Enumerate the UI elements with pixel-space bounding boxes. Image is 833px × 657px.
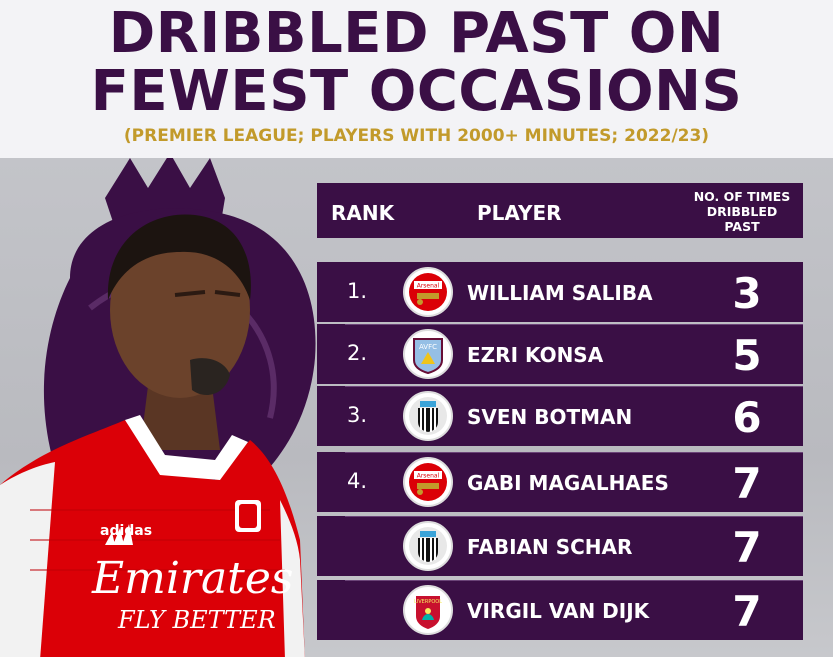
table-row: 3. SVEN BOTMAN 6 <box>317 386 803 446</box>
page-title-line-2: FEWEST OCCASIONS <box>90 59 743 124</box>
table-row: 2. AVFC EZRI KONSA 5 <box>317 324 803 384</box>
svg-text:Arsenal: Arsenal <box>417 283 440 290</box>
row-player-name: WILLIAM SALIBA <box>467 281 653 305</box>
column-header-player: PLAYER <box>477 201 562 225</box>
row-rank: 2. <box>347 341 368 365</box>
newcastle-crest-icon <box>403 521 453 571</box>
row-rank: 3. <box>347 403 368 427</box>
svg-text:Arsenal: Arsenal <box>417 473 440 480</box>
table-row: 4. Arsenal GABI MAGALHAES 7 <box>317 452 803 512</box>
row-divider <box>345 324 803 325</box>
row-divider <box>345 516 803 517</box>
row-player-name: GABI MAGALHAES <box>467 471 669 495</box>
table-header: RANK PLAYER NO. OF TIMES DRIBBLED PAST <box>317 183 803 238</box>
page-title-line-1: DRIBBLED PAST ON <box>108 1 725 66</box>
svg-text:LIVERPOOL: LIVERPOOL <box>414 599 442 605</box>
header: DRIBBLED PAST ON FEWEST OCCASIONS (PREMI… <box>0 0 833 158</box>
column-header-rank: RANK <box>331 201 395 225</box>
column-header-times-dribbled-past: NO. OF TIMES DRIBBLED PAST <box>693 189 791 234</box>
player-photo <box>0 214 305 657</box>
row-count: 5 <box>732 331 762 380</box>
svg-text:AVFC: AVFC <box>419 343 437 351</box>
row-rank: 1. <box>347 279 368 303</box>
row-rank: 4. <box>347 469 368 493</box>
table-row: FABIAN SCHAR 7 <box>317 516 803 576</box>
newcastle-crest-icon <box>403 391 453 441</box>
arsenal-crest-icon: Arsenal <box>403 457 453 507</box>
row-divider <box>345 452 803 453</box>
table-row: LIVERPOOL VIRGIL VAN DIJK 7 <box>317 580 803 640</box>
shirt-sponsor-text: Emirates <box>92 553 294 604</box>
aston-villa-crest-icon: AVFC <box>403 329 453 379</box>
shirt-sponsor-tagline: FLY BETTER <box>118 606 276 634</box>
row-count: 7 <box>732 523 762 572</box>
arsenal-crest-icon: Arsenal <box>403 267 453 317</box>
row-count: 6 <box>732 393 762 442</box>
row-count: 7 <box>732 459 762 508</box>
row-player-name: EZRI KONSA <box>467 343 604 367</box>
row-count: 7 <box>732 587 762 636</box>
row-player-name: VIRGIL VAN DIJK <box>467 599 650 623</box>
shirt-brand-text: adidas <box>100 523 153 539</box>
row-divider <box>345 386 803 387</box>
row-player-name: SVEN BOTMAN <box>467 405 633 429</box>
row-divider <box>345 580 803 581</box>
row-count: 3 <box>732 269 762 318</box>
page-subtitle: (PREMIER LEAGUE; PLAYERS WITH 2000+ MINU… <box>123 126 710 146</box>
row-player-name: FABIAN SCHAR <box>467 535 633 559</box>
table-row: 1. Arsenal WILLIAM SALIBA 3 <box>317 262 803 322</box>
liverpool-crest-icon: LIVERPOOL <box>403 585 453 635</box>
